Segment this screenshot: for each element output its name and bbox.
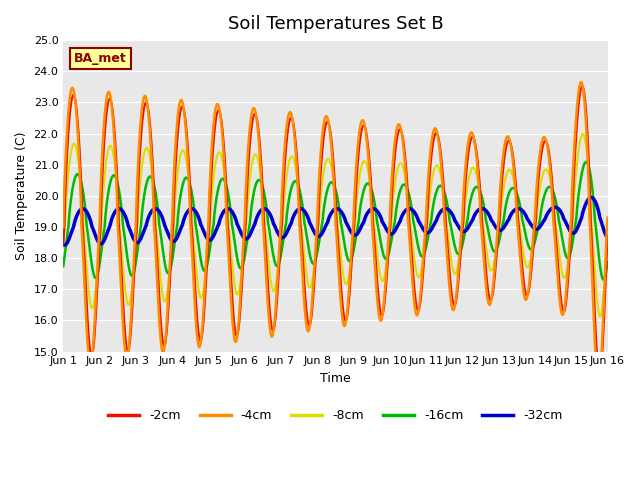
-4cm xyxy=(595,379,602,385)
-8cm xyxy=(604,236,611,241)
Text: BA_met: BA_met xyxy=(74,52,127,65)
-8cm xyxy=(124,300,131,306)
-16cm xyxy=(102,214,109,219)
-32cm xyxy=(604,235,611,240)
Legend: -2cm, -4cm, -8cm, -16cm, -32cm: -2cm, -4cm, -8cm, -16cm, -32cm xyxy=(103,405,568,428)
-32cm xyxy=(61,242,68,248)
-16cm xyxy=(60,264,67,269)
-32cm xyxy=(124,222,132,228)
-8cm xyxy=(301,263,309,269)
Line: -8cm: -8cm xyxy=(63,134,607,316)
-16cm xyxy=(312,258,319,264)
-8cm xyxy=(60,242,67,248)
-8cm xyxy=(369,210,377,216)
-8cm xyxy=(312,254,319,260)
-2cm xyxy=(604,235,611,240)
-2cm xyxy=(369,220,377,226)
-4cm xyxy=(301,314,309,320)
-2cm xyxy=(124,348,131,354)
-32cm xyxy=(369,206,377,212)
-2cm xyxy=(102,123,109,129)
-2cm xyxy=(312,265,319,271)
Line: -16cm: -16cm xyxy=(63,162,607,279)
-16cm xyxy=(604,259,611,265)
-32cm xyxy=(102,234,109,240)
-4cm xyxy=(312,248,319,253)
-32cm xyxy=(291,211,298,217)
-16cm xyxy=(301,225,309,231)
Y-axis label: Soil Temperature (C): Soil Temperature (C) xyxy=(15,132,28,260)
-4cm xyxy=(604,215,611,220)
-4cm xyxy=(124,353,131,359)
-8cm xyxy=(102,165,109,170)
-16cm xyxy=(124,256,131,262)
Line: -32cm: -32cm xyxy=(63,197,607,245)
-16cm xyxy=(291,179,298,184)
-8cm xyxy=(291,158,298,164)
Line: -2cm: -2cm xyxy=(63,86,607,374)
X-axis label: Time: Time xyxy=(320,372,351,385)
-4cm xyxy=(369,234,377,240)
Line: -4cm: -4cm xyxy=(63,82,607,382)
-16cm xyxy=(582,159,590,165)
-32cm xyxy=(312,231,319,237)
-8cm xyxy=(596,313,604,319)
-32cm xyxy=(60,242,67,248)
-8cm xyxy=(579,131,587,137)
-2cm xyxy=(60,242,67,248)
-16cm xyxy=(600,276,607,282)
Title: Soil Temperatures Set B: Soil Temperatures Set B xyxy=(228,15,444,33)
-32cm xyxy=(302,210,310,216)
-2cm xyxy=(596,371,604,377)
-2cm xyxy=(291,126,298,132)
-2cm xyxy=(301,296,309,301)
-4cm xyxy=(60,224,67,230)
-4cm xyxy=(291,131,298,137)
-4cm xyxy=(102,105,109,110)
-4cm xyxy=(577,79,585,85)
-32cm xyxy=(588,194,595,200)
-2cm xyxy=(579,84,586,89)
-16cm xyxy=(369,192,377,198)
